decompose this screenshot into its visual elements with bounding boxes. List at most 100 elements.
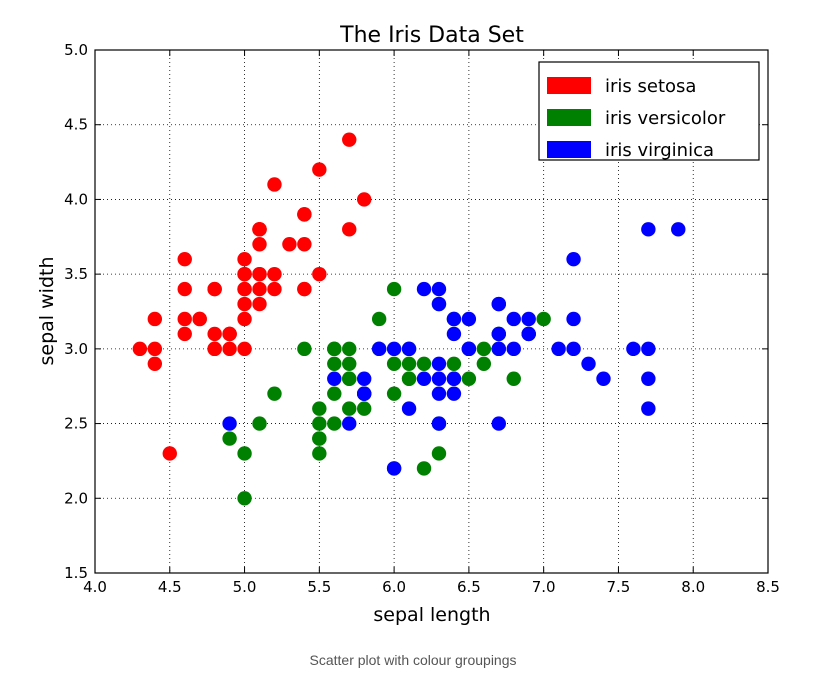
series-0 [132, 132, 372, 461]
data-point [237, 311, 252, 327]
y-tick-label: 2.5 [64, 415, 88, 433]
legend: iris setosa iris versicolor iris virginica [538, 61, 760, 161]
series-1 [222, 281, 551, 506]
x-tick-label: 6.0 [382, 578, 406, 596]
data-point [177, 311, 192, 327]
data-point [446, 356, 462, 371]
data-point [252, 237, 267, 252]
x-tick-label: 8.0 [681, 578, 705, 596]
data-point [267, 266, 282, 282]
data-point [431, 281, 447, 297]
data-point [297, 237, 312, 252]
data-point [446, 311, 462, 327]
data-point [357, 371, 372, 386]
data-point [357, 386, 372, 401]
x-axis-label: sepal length [373, 604, 490, 626]
data-point [252, 222, 267, 237]
x-tick-label: 8.5 [756, 578, 780, 596]
data-point [357, 192, 372, 207]
data-point [177, 326, 192, 342]
data-point [237, 491, 252, 506]
data-point [342, 341, 357, 357]
data-point [237, 252, 252, 267]
data-point [431, 386, 447, 401]
data-point [297, 341, 312, 357]
data-point [312, 266, 327, 282]
data-point [401, 371, 417, 386]
data-point [342, 401, 357, 416]
x-tick-label: 4.5 [158, 578, 182, 596]
data-point [581, 356, 596, 371]
data-point [297, 281, 312, 297]
data-point [132, 341, 148, 357]
data-point [342, 222, 357, 237]
data-point [342, 132, 357, 147]
x-tick-label: 7.0 [532, 578, 556, 596]
y-tick-label: 3.5 [64, 265, 88, 283]
data-point [596, 371, 611, 386]
data-point [327, 356, 342, 371]
data-point [491, 326, 506, 342]
data-point [207, 326, 222, 342]
data-point [521, 311, 536, 327]
data-point [207, 341, 222, 357]
data-point [386, 386, 402, 401]
data-point [342, 371, 357, 386]
data-point [297, 207, 312, 222]
data-point [312, 446, 327, 461]
data-point [506, 371, 521, 386]
data-point [147, 341, 163, 357]
data-point [506, 341, 521, 357]
y-tick-label: 3.0 [64, 340, 88, 358]
data-point [476, 356, 492, 371]
data-point [491, 341, 506, 357]
data-point [237, 341, 252, 357]
x-tick-label: 4.0 [83, 578, 107, 596]
data-point [312, 431, 327, 446]
data-point [252, 296, 267, 312]
chart-title: The Iris Data Set [339, 23, 524, 48]
legend-swatch [547, 77, 591, 94]
data-point [327, 416, 342, 431]
data-point [671, 222, 686, 237]
x-tick-label: 7.5 [607, 578, 631, 596]
data-point [237, 446, 252, 461]
data-point [506, 311, 521, 327]
data-point [252, 266, 267, 282]
data-point [342, 356, 357, 371]
data-point [416, 281, 432, 297]
series-2 [222, 222, 686, 476]
y-tick-label: 4.0 [64, 190, 88, 208]
data-point [162, 446, 177, 461]
data-point [342, 416, 357, 431]
data-points [132, 132, 686, 506]
data-point [416, 356, 432, 371]
data-point [147, 311, 163, 327]
legend-label: iris versicolor [605, 108, 726, 129]
data-point [446, 326, 462, 342]
data-point [566, 252, 581, 267]
y-axis-label: sepal width [36, 257, 58, 366]
y-tick-label: 2.0 [64, 489, 88, 507]
data-point [641, 222, 656, 237]
data-point [192, 311, 207, 327]
data-point [386, 341, 402, 357]
data-point [401, 356, 417, 371]
data-point [222, 431, 237, 446]
data-point [147, 356, 163, 371]
legend-label: iris virginica [605, 140, 714, 161]
data-point [177, 252, 192, 267]
data-point [386, 356, 402, 371]
data-point [237, 296, 252, 312]
data-point [282, 237, 297, 252]
plot-frame [94, 49, 769, 574]
grid [94, 49, 769, 574]
y-tick-label: 1.5 [64, 564, 88, 582]
data-point [401, 401, 417, 416]
data-point [626, 341, 641, 357]
data-point [476, 341, 492, 357]
data-point [641, 371, 656, 386]
data-point [222, 416, 237, 431]
data-point [312, 162, 327, 177]
data-point [222, 326, 237, 342]
